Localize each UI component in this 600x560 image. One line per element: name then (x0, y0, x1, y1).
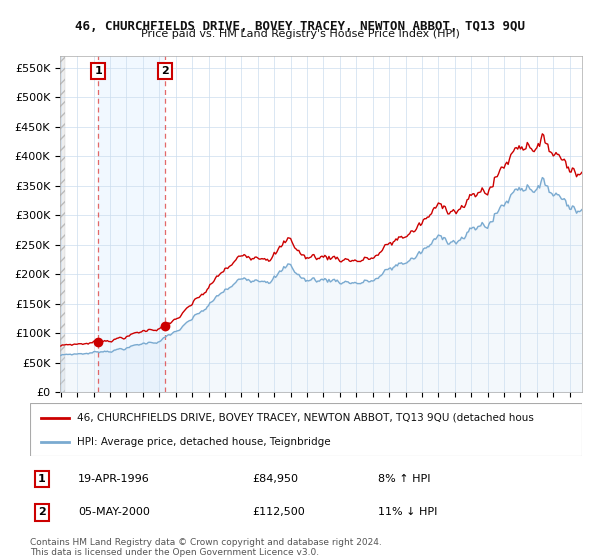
Text: 1: 1 (95, 66, 102, 76)
Text: £84,950: £84,950 (252, 474, 298, 484)
Text: 1: 1 (38, 474, 46, 484)
Text: Contains HM Land Registry data © Crown copyright and database right 2024.
This d: Contains HM Land Registry data © Crown c… (30, 538, 382, 557)
Text: 46, CHURCHFIELDS DRIVE, BOVEY TRACEY, NEWTON ABBOT, TQ13 9QU (detached hous: 46, CHURCHFIELDS DRIVE, BOVEY TRACEY, NE… (77, 413, 534, 423)
Text: 2: 2 (38, 507, 46, 517)
Text: 46, CHURCHFIELDS DRIVE, BOVEY TRACEY, NEWTON ABBOT, TQ13 9QU: 46, CHURCHFIELDS DRIVE, BOVEY TRACEY, NE… (75, 20, 525, 32)
Text: 19-APR-1996: 19-APR-1996 (78, 474, 150, 484)
Text: 2: 2 (161, 66, 169, 76)
Text: 8% ↑ HPI: 8% ↑ HPI (378, 474, 431, 484)
Text: HPI: Average price, detached house, Teignbridge: HPI: Average price, detached house, Teig… (77, 437, 331, 447)
Text: 11% ↓ HPI: 11% ↓ HPI (378, 507, 437, 517)
FancyBboxPatch shape (30, 403, 582, 456)
Text: 05-MAY-2000: 05-MAY-2000 (78, 507, 150, 517)
Text: £112,500: £112,500 (252, 507, 305, 517)
Text: Price paid vs. HM Land Registry's House Price Index (HPI): Price paid vs. HM Land Registry's House … (140, 29, 460, 39)
